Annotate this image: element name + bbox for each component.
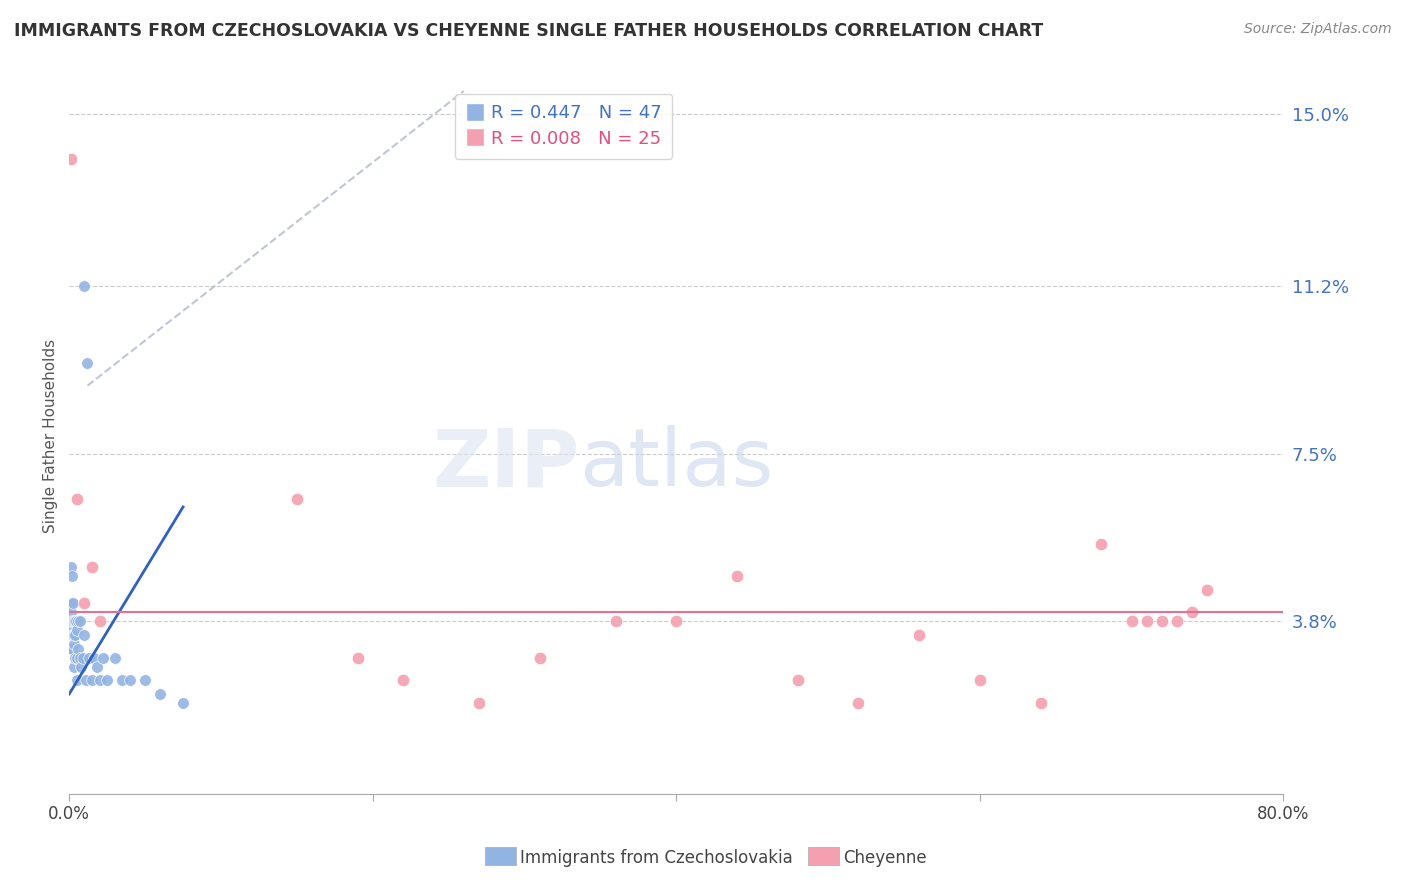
Point bbox=[65, 615, 87, 629]
Point bbox=[73, 596, 96, 610]
Point bbox=[73, 628, 96, 642]
Point bbox=[1197, 582, 1219, 597]
Point bbox=[605, 615, 627, 629]
Legend: R = 0.447   N = 47, R = 0.008   N = 25: R = 0.447 N = 47, R = 0.008 N = 25 bbox=[454, 94, 672, 159]
Point bbox=[63, 615, 86, 629]
Point bbox=[66, 650, 89, 665]
Point bbox=[468, 696, 491, 710]
Point bbox=[908, 628, 931, 642]
Point bbox=[66, 491, 89, 506]
Point bbox=[392, 673, 415, 688]
Point bbox=[77, 650, 100, 665]
Point bbox=[59, 624, 82, 638]
Point bbox=[62, 615, 84, 629]
Text: Immigrants from Czechoslovakia: Immigrants from Czechoslovakia bbox=[520, 849, 793, 867]
Point bbox=[66, 624, 89, 638]
Point bbox=[60, 641, 83, 656]
Point bbox=[1029, 696, 1052, 710]
Point bbox=[72, 650, 94, 665]
Point bbox=[59, 152, 82, 166]
Point bbox=[59, 596, 82, 610]
Point bbox=[62, 596, 84, 610]
Point bbox=[80, 673, 103, 688]
Point bbox=[59, 641, 82, 656]
Point bbox=[172, 696, 194, 710]
Point bbox=[91, 650, 114, 665]
Point bbox=[59, 615, 82, 629]
Point bbox=[67, 641, 90, 656]
Point bbox=[1150, 615, 1173, 629]
Y-axis label: Single Father Households: Single Father Households bbox=[44, 338, 58, 533]
Point bbox=[69, 615, 91, 629]
Point bbox=[59, 560, 82, 574]
Point bbox=[60, 628, 83, 642]
Point bbox=[134, 673, 156, 688]
Point bbox=[62, 659, 84, 673]
Text: ZIP: ZIP bbox=[432, 425, 579, 503]
Point bbox=[60, 615, 83, 629]
Point bbox=[725, 569, 748, 583]
Point bbox=[66, 673, 89, 688]
Point bbox=[70, 659, 93, 673]
Point bbox=[80, 560, 103, 574]
Point bbox=[83, 650, 105, 665]
Point bbox=[1090, 537, 1112, 551]
Point bbox=[118, 673, 141, 688]
Point bbox=[1136, 615, 1159, 629]
Point bbox=[59, 615, 82, 629]
Point bbox=[89, 615, 111, 629]
Text: Source: ZipAtlas.com: Source: ZipAtlas.com bbox=[1244, 22, 1392, 37]
Text: IMMIGRANTS FROM CZECHOSLOVAKIA VS CHEYENNE SINGLE FATHER HOUSEHOLDS CORRELATION : IMMIGRANTS FROM CZECHOSLOVAKIA VS CHEYEN… bbox=[14, 22, 1043, 40]
Point bbox=[1121, 615, 1143, 629]
Point bbox=[1181, 605, 1204, 619]
Point bbox=[96, 673, 118, 688]
Point bbox=[62, 628, 84, 642]
Point bbox=[65, 650, 87, 665]
Point bbox=[786, 673, 808, 688]
Point bbox=[60, 605, 83, 619]
Point bbox=[69, 650, 91, 665]
Point bbox=[665, 615, 688, 629]
Point bbox=[73, 279, 96, 293]
Point bbox=[60, 569, 83, 583]
Point bbox=[285, 491, 308, 506]
Point bbox=[75, 673, 97, 688]
Point bbox=[969, 673, 991, 688]
Point bbox=[346, 650, 368, 665]
Point bbox=[62, 637, 84, 651]
Point bbox=[62, 628, 84, 642]
Point bbox=[65, 628, 87, 642]
Point bbox=[76, 356, 98, 370]
Point bbox=[86, 659, 108, 673]
Point bbox=[89, 673, 111, 688]
Point bbox=[848, 696, 870, 710]
Text: Cheyenne: Cheyenne bbox=[844, 849, 927, 867]
Point bbox=[67, 615, 90, 629]
Text: atlas: atlas bbox=[579, 425, 773, 503]
Point bbox=[111, 673, 134, 688]
Point bbox=[149, 687, 172, 701]
Point bbox=[104, 650, 127, 665]
Point bbox=[529, 650, 551, 665]
Point bbox=[1166, 615, 1188, 629]
